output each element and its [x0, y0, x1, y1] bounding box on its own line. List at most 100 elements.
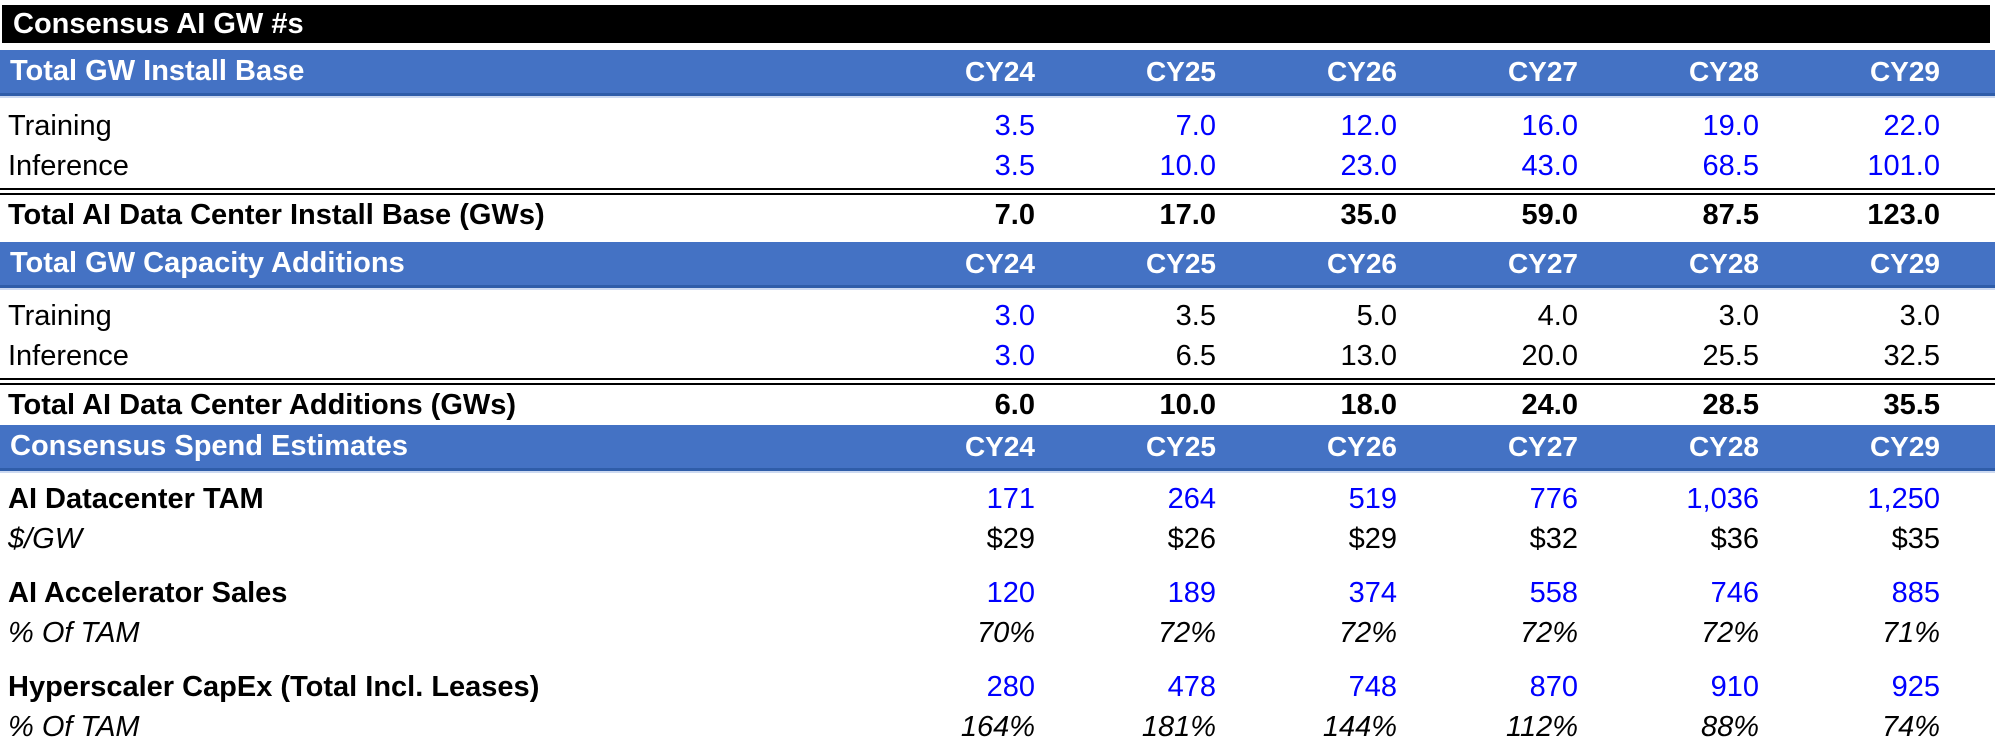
value-cell[interactable]: 748 [1348, 670, 1397, 703]
value-cell[interactable]: 18.0 [1340, 388, 1397, 421]
value-cell[interactable]: $29 [986, 522, 1035, 555]
section-header-install-base[interactable]: Total GW Install Base CY24 CY25 CY26 CY2… [0, 50, 1995, 96]
value-cell[interactable]: 13.0 [1340, 339, 1397, 372]
column-header-cy24[interactable]: CY24 [964, 430, 1035, 462]
column-header-cy29[interactable]: CY29 [1869, 55, 1940, 87]
row-label[interactable]: % Of TAM [8, 616, 140, 649]
value-cell[interactable]: 68.5 [1702, 149, 1759, 182]
value-cell[interactable]: 35.0 [1340, 198, 1397, 231]
value-cell[interactable]: 88% [1700, 710, 1759, 743]
value-cell[interactable]: 123.0 [1867, 198, 1940, 231]
row-label[interactable]: Training [8, 299, 112, 332]
column-header-cy25[interactable]: CY25 [1145, 430, 1216, 462]
sheet-title-bar[interactable]: Consensus AI GW #s [2, 5, 1990, 43]
value-cell[interactable]: 71% [1881, 616, 1940, 649]
value-cell[interactable]: 374 [1348, 576, 1397, 609]
value-cell[interactable]: 87.5 [1702, 198, 1759, 231]
value-cell[interactable]: 558 [1529, 576, 1578, 609]
value-cell[interactable]: 3.5 [994, 109, 1035, 142]
value-cell[interactable]: 35.5 [1883, 388, 1940, 421]
value-cell[interactable]: 7.0 [1175, 109, 1216, 142]
value-cell[interactable]: 20.0 [1521, 339, 1578, 372]
value-cell[interactable]: 10.0 [1159, 149, 1216, 182]
column-header-cy29[interactable]: CY29 [1869, 247, 1940, 279]
value-cell[interactable]: 17.0 [1159, 198, 1216, 231]
row-label[interactable]: Total AI Data Center Install Base (GWs) [8, 198, 545, 231]
row-label[interactable]: Inference [8, 149, 129, 182]
value-cell[interactable]: 189 [1167, 576, 1216, 609]
value-cell[interactable]: 885 [1891, 576, 1940, 609]
value-cell[interactable]: 181% [1141, 710, 1216, 743]
value-cell[interactable]: 6.5 [1175, 339, 1216, 372]
value-cell[interactable]: 120 [986, 576, 1035, 609]
value-cell[interactable]: 112% [1505, 710, 1578, 743]
column-header-cy26[interactable]: CY26 [1326, 55, 1397, 87]
value-cell[interactable]: 1,250 [1867, 482, 1940, 515]
value-cell[interactable]: 72% [1157, 616, 1216, 649]
column-header-cy26[interactable]: CY26 [1326, 430, 1397, 462]
value-cell[interactable]: 22.0 [1883, 109, 1940, 142]
value-cell[interactable]: 925 [1891, 670, 1940, 703]
value-cell[interactable]: 101.0 [1867, 149, 1940, 182]
value-cell[interactable]: 16.0 [1521, 109, 1578, 142]
column-header-cy28[interactable]: CY28 [1688, 430, 1759, 462]
row-label[interactable]: Inference [8, 339, 129, 372]
value-cell[interactable]: 5.0 [1356, 299, 1397, 332]
value-cell[interactable]: 19.0 [1702, 109, 1759, 142]
column-header-cy29[interactable]: CY29 [1869, 430, 1940, 462]
value-cell[interactable]: 870 [1529, 670, 1578, 703]
value-cell[interactable]: 43.0 [1521, 149, 1578, 182]
row-label[interactable]: $/GW [8, 522, 83, 555]
value-cell[interactable]: 519 [1348, 482, 1397, 515]
row-label[interactable]: AI Datacenter TAM [8, 482, 264, 515]
value-cell[interactable]: $32 [1529, 522, 1578, 555]
value-cell[interactable]: 28.5 [1702, 388, 1759, 421]
value-cell[interactable]: 23.0 [1340, 149, 1397, 182]
value-cell[interactable]: 4.0 [1537, 299, 1578, 332]
value-cell[interactable]: 280 [986, 670, 1035, 703]
value-cell[interactable]: 3.0 [1718, 299, 1759, 332]
value-cell[interactable]: $35 [1891, 522, 1940, 555]
value-cell[interactable]: 171 [986, 482, 1035, 515]
value-cell[interactable]: 74% [1881, 710, 1940, 743]
value-cell[interactable]: 25.5 [1702, 339, 1759, 372]
value-cell[interactable]: 12.0 [1340, 109, 1397, 142]
column-header-cy27[interactable]: CY27 [1507, 55, 1578, 87]
value-cell[interactable]: $29 [1348, 522, 1397, 555]
value-cell[interactable]: 59.0 [1521, 198, 1578, 231]
value-cell[interactable]: 3.5 [994, 149, 1035, 182]
value-cell[interactable]: 7.0 [994, 198, 1035, 231]
value-cell[interactable]: 910 [1710, 670, 1759, 703]
row-label[interactable]: % Of TAM [8, 710, 140, 743]
column-header-cy24[interactable]: CY24 [964, 55, 1035, 87]
value-cell[interactable]: 72% [1338, 616, 1397, 649]
row-label[interactable]: Total AI Data Center Additions (GWs) [8, 388, 517, 421]
value-cell[interactable]: 164% [960, 710, 1035, 743]
column-header-cy25[interactable]: CY25 [1145, 55, 1216, 87]
value-cell[interactable]: 144% [1322, 710, 1397, 743]
value-cell[interactable]: 3.0 [994, 299, 1035, 332]
value-cell[interactable]: 746 [1710, 576, 1759, 609]
value-cell[interactable]: $36 [1710, 522, 1759, 555]
value-cell[interactable]: 3.0 [1899, 299, 1940, 332]
value-cell[interactable]: 10.0 [1159, 388, 1216, 421]
value-cell[interactable]: 3.0 [994, 339, 1035, 372]
value-cell[interactable]: 264 [1167, 482, 1216, 515]
column-header-cy28[interactable]: CY28 [1688, 55, 1759, 87]
column-header-cy27[interactable]: CY27 [1507, 430, 1578, 462]
row-label[interactable]: AI Accelerator Sales [8, 576, 288, 609]
value-cell[interactable]: 3.5 [1175, 299, 1216, 332]
value-cell[interactable]: 24.0 [1521, 388, 1578, 421]
value-cell[interactable]: 6.0 [994, 388, 1035, 421]
column-header-cy28[interactable]: CY28 [1688, 247, 1759, 279]
row-label[interactable]: Training [8, 109, 112, 142]
section-header-capacity-additions[interactable]: Total GW Capacity Additions CY24 CY25 CY… [0, 242, 1995, 288]
column-header-cy26[interactable]: CY26 [1326, 247, 1397, 279]
value-cell[interactable]: 72% [1519, 616, 1578, 649]
value-cell[interactable]: 32.5 [1883, 339, 1940, 372]
value-cell[interactable]: 776 [1529, 482, 1578, 515]
value-cell[interactable]: 70% [976, 616, 1035, 649]
value-cell[interactable]: $26 [1167, 522, 1216, 555]
column-header-cy25[interactable]: CY25 [1145, 247, 1216, 279]
column-header-cy27[interactable]: CY27 [1507, 247, 1578, 279]
